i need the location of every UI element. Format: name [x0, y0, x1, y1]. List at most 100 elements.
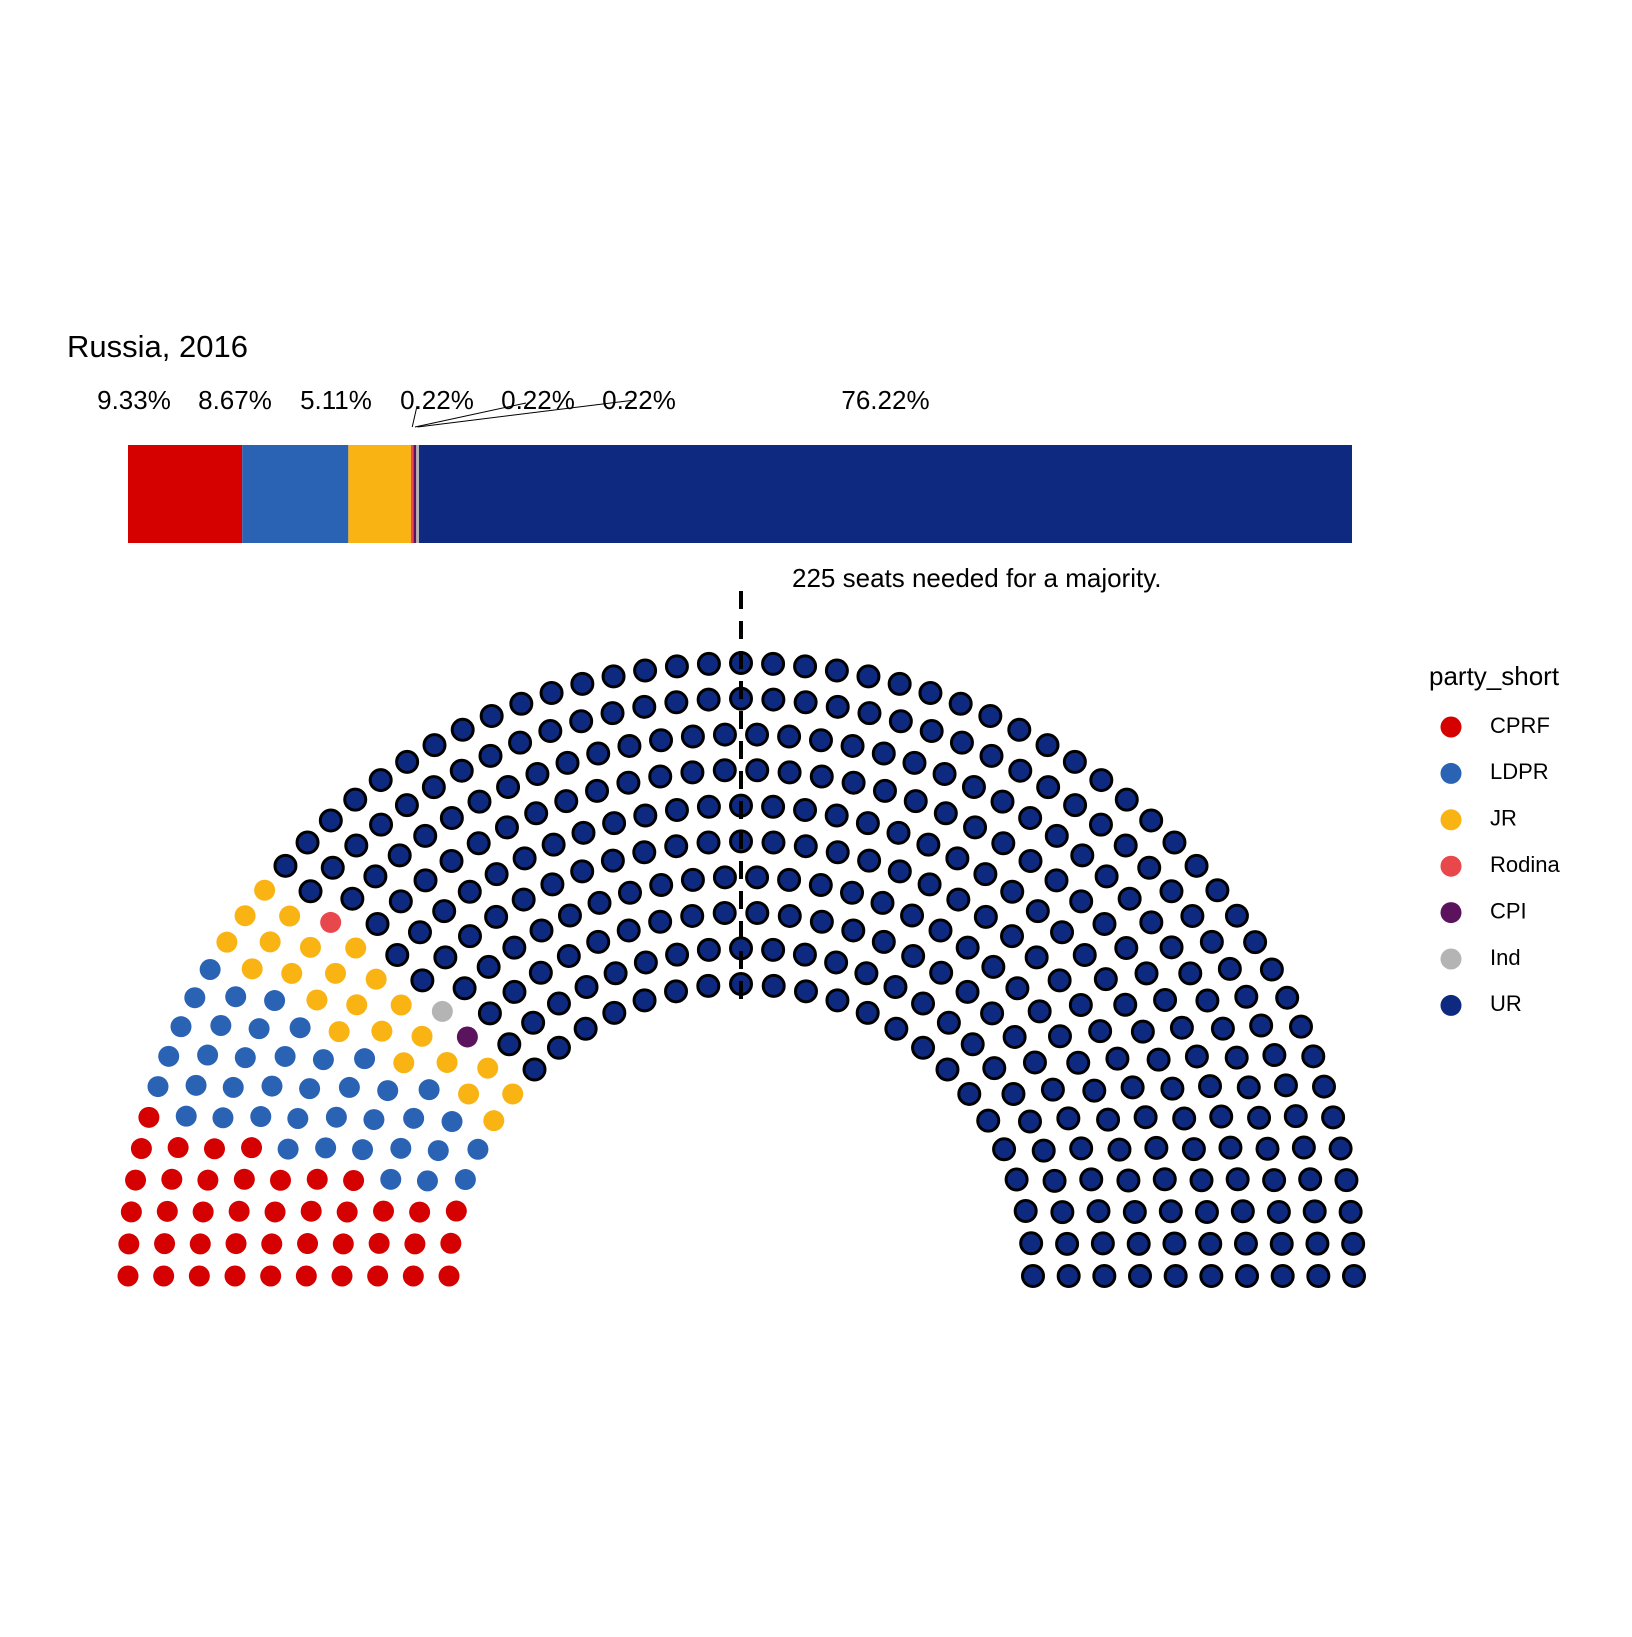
seat: [1082, 1078, 1107, 1103]
seat: [1047, 1024, 1072, 1049]
seat: [540, 872, 565, 897]
seat: [1122, 1200, 1147, 1224]
seat: [449, 758, 474, 783]
seat: [1036, 775, 1061, 800]
seat: [1042, 1168, 1067, 1193]
seat: [363, 1109, 385, 1131]
seat: [932, 762, 957, 787]
seat: [1199, 1264, 1224, 1288]
seat: [413, 823, 438, 848]
seat: [478, 743, 503, 768]
seat: [973, 862, 998, 887]
seat: [328, 1021, 350, 1043]
seat: [388, 889, 413, 914]
seat: [254, 879, 276, 901]
seat: [1247, 1105, 1272, 1130]
seat: [450, 717, 475, 742]
seat: [1181, 1137, 1206, 1162]
seat: [1178, 961, 1203, 986]
seat: [433, 945, 458, 970]
seat: [633, 803, 658, 828]
seat: [279, 905, 301, 927]
seat: [648, 764, 673, 789]
seat: [363, 864, 388, 889]
seat: [371, 1020, 393, 1042]
share-bar: [413, 445, 417, 543]
seat: [1328, 1136, 1353, 1161]
seat: [1022, 1050, 1047, 1075]
share-bar: [348, 445, 411, 543]
seat: [299, 936, 321, 958]
seat: [792, 942, 817, 967]
seat: [367, 1265, 389, 1287]
seat: [1209, 1104, 1234, 1129]
seat: [512, 846, 537, 871]
seat: [1137, 855, 1162, 880]
seat: [477, 1057, 499, 1079]
seat: [457, 924, 482, 949]
seat: [857, 848, 882, 873]
seat: [1199, 929, 1224, 954]
seat: [696, 830, 721, 855]
seat: [1079, 1167, 1104, 1192]
seat: [130, 1138, 152, 1160]
seat: [508, 730, 533, 755]
seat: [992, 1137, 1017, 1162]
seat: [696, 687, 721, 712]
seat: [1019, 1231, 1044, 1256]
seat: [1224, 903, 1249, 928]
seat: [680, 867, 705, 892]
seat: [404, 1233, 426, 1255]
seat: [494, 815, 519, 840]
seat: [189, 1233, 211, 1255]
seat: [1126, 1231, 1151, 1256]
seat: [1184, 853, 1209, 878]
seat: [1088, 812, 1113, 837]
seat: [809, 764, 834, 789]
seat: [632, 988, 657, 1013]
seat: [153, 1265, 175, 1287]
share-bar: [128, 445, 243, 543]
seat: [1230, 1199, 1255, 1224]
seat: [1189, 1168, 1214, 1193]
seat: [1050, 1200, 1075, 1225]
legend-label: Rodina: [1490, 852, 1560, 877]
seat: [665, 942, 690, 967]
seat: [1069, 889, 1094, 914]
seat: [394, 793, 419, 818]
seat: [264, 1201, 286, 1223]
seat: [981, 954, 1006, 979]
seat: [1233, 1231, 1258, 1256]
seat: [458, 1083, 480, 1105]
seat: [1162, 1231, 1187, 1256]
seat: [649, 873, 674, 898]
seat: [192, 1201, 214, 1223]
seat: [538, 719, 563, 744]
seat: [1334, 1168, 1359, 1193]
seat: [1172, 1106, 1197, 1131]
seat: [225, 1233, 247, 1255]
seat: [511, 887, 536, 912]
seat: [761, 794, 786, 819]
seat: [477, 1001, 502, 1026]
seat: [343, 1170, 365, 1192]
seat: [225, 986, 247, 1008]
seat: [1035, 733, 1060, 758]
seat: [1163, 1264, 1188, 1288]
seat: [569, 709, 594, 734]
seat: [497, 1032, 522, 1057]
seat: [300, 1200, 322, 1222]
seat: [440, 1232, 462, 1254]
seat: [1088, 1019, 1113, 1044]
seat: [1249, 1013, 1274, 1038]
seat: [432, 899, 457, 924]
seat: [574, 975, 599, 1000]
seat: [570, 671, 595, 696]
seat: [479, 704, 504, 728]
seat: [712, 865, 737, 890]
seat: [617, 733, 642, 758]
seat: [777, 867, 802, 892]
legend-label: CPRF: [1490, 713, 1550, 738]
seat: [911, 1035, 936, 1060]
